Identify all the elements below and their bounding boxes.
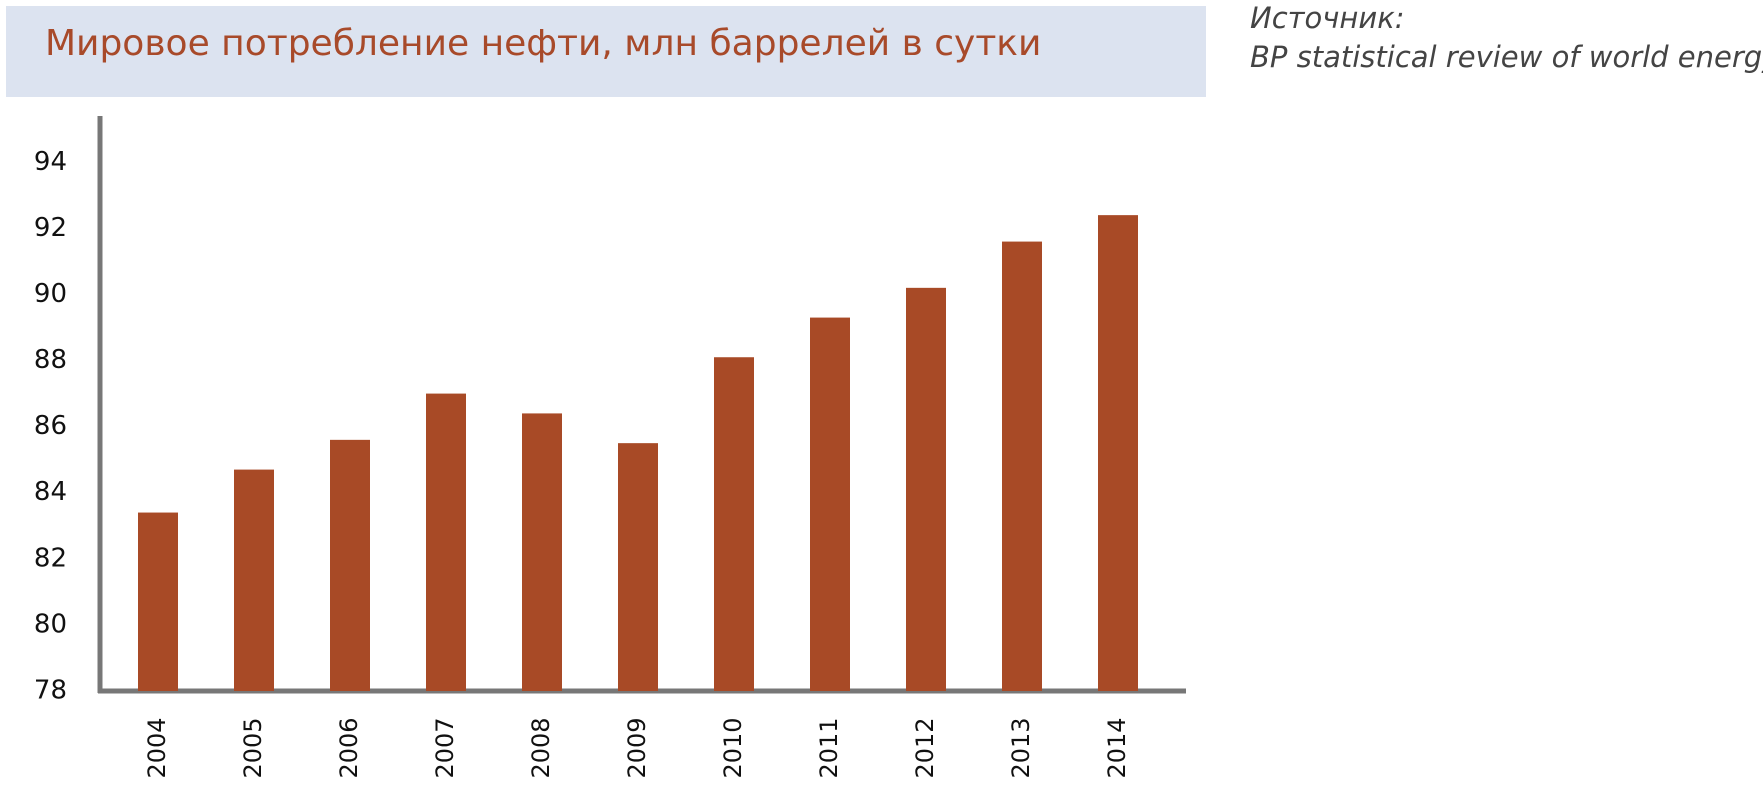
chart-title: Мировое потребление нефти, млн баррелей … (45, 23, 1041, 64)
bar (234, 469, 274, 691)
source: BP statistical review of world energy (1250, 40, 1763, 74)
y-tick-label: 84 (34, 477, 67, 507)
bar (906, 287, 946, 691)
bar (714, 357, 754, 691)
bar (1098, 215, 1138, 691)
source-label: Источник: (1250, 1, 1405, 35)
x-tick-label: 2011 (815, 717, 843, 778)
bar (618, 443, 658, 691)
x-tick-label: 2004 (143, 717, 171, 778)
y-tick-label: 80 (34, 609, 67, 639)
bar (138, 512, 178, 691)
x-tick-label: 2014 (1103, 717, 1131, 778)
bar (426, 393, 466, 691)
bar (810, 317, 850, 691)
y-tick-label: 90 (34, 279, 67, 309)
bar (522, 413, 562, 691)
x-tick-label: 2006 (335, 717, 363, 778)
y-tick-label: 86 (34, 411, 67, 441)
x-tick-label: 2005 (239, 717, 267, 778)
bar (330, 439, 370, 691)
x-tick-label: 2007 (431, 717, 459, 778)
y-tick-label: 82 (34, 543, 67, 573)
y-tick-label: 94 (34, 147, 67, 177)
y-tick-label: 92 (34, 213, 67, 243)
x-tick-label: 2010 (719, 717, 747, 778)
x-tick-label: 2009 (623, 717, 651, 778)
title-box (6, 6, 1206, 97)
x-tick-label: 2013 (1007, 717, 1035, 778)
y-tick-label: 88 (34, 345, 67, 375)
bar (1002, 241, 1042, 691)
x-tick-label: 2008 (527, 717, 555, 778)
y-tick-label: 78 (34, 676, 67, 706)
x-tick-label: 2012 (911, 717, 939, 778)
